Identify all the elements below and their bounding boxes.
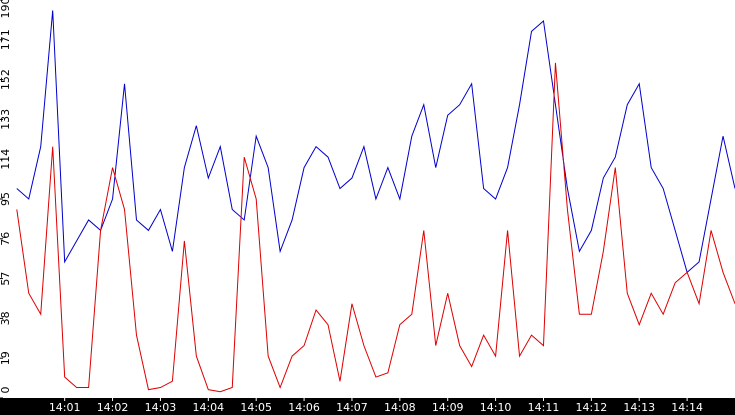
x-tick-label: 14:03 bbox=[145, 401, 177, 414]
x-tick-label: 14:08 bbox=[384, 401, 416, 414]
y-tick-label: 95 bbox=[0, 192, 12, 206]
y-tick-label: 190 bbox=[0, 0, 12, 19]
series-line bbox=[16, 62, 735, 393]
y-tick-label: 114 bbox=[0, 149, 12, 170]
x-tick-label: 14:02 bbox=[97, 401, 129, 414]
y-tick-label: 133 bbox=[0, 109, 12, 130]
x-tick-label: 14:13 bbox=[623, 401, 655, 414]
x-tick-label: 14:11 bbox=[528, 401, 560, 414]
x-axis-bar bbox=[0, 398, 735, 415]
x-tick-label: 14:06 bbox=[288, 401, 320, 414]
y-tick-label: 0 bbox=[0, 387, 12, 394]
y-tick-label: 19 bbox=[0, 351, 12, 365]
y-tick-label: 171 bbox=[0, 29, 12, 50]
x-tick-label: 14:07 bbox=[336, 401, 368, 414]
y-tick-label: 152 bbox=[0, 69, 12, 90]
x-tick-label: 14:12 bbox=[576, 401, 608, 414]
series-line bbox=[16, 10, 735, 274]
y-tick-label: 76 bbox=[0, 232, 12, 246]
x-tick-label: 14:01 bbox=[49, 401, 81, 414]
y-tick-label: 38 bbox=[0, 311, 12, 325]
x-tick-label: 14:05 bbox=[240, 401, 272, 414]
x-tick-label: 14:10 bbox=[480, 401, 512, 414]
x-tick-label: 14:09 bbox=[432, 401, 464, 414]
x-tick-label: 14:04 bbox=[192, 401, 224, 414]
x-tick-label: 14:14 bbox=[671, 401, 703, 414]
y-tick-label: 57 bbox=[0, 272, 12, 286]
